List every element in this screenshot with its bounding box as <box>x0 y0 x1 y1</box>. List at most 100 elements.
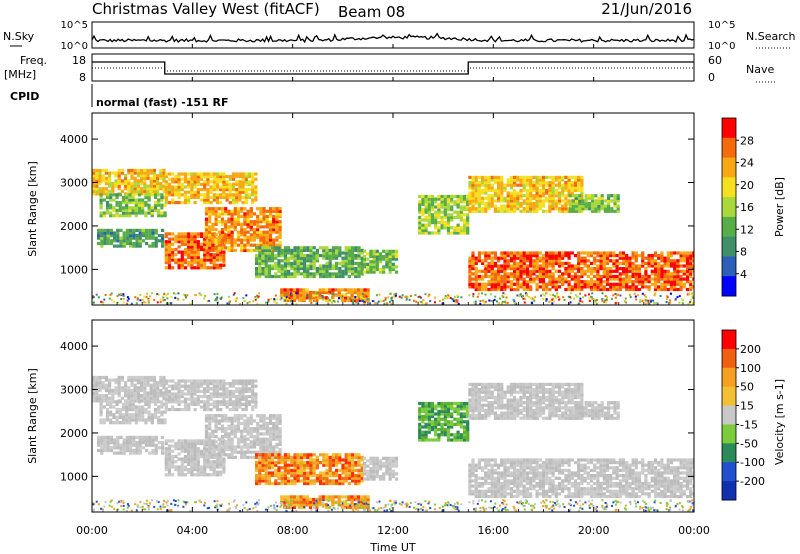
velocity-speckle <box>579 499 582 502</box>
power-speckle <box>182 298 185 301</box>
power-speckle <box>595 299 598 302</box>
power-speckle <box>543 294 546 297</box>
power-speckle <box>345 292 348 295</box>
power-speckle <box>530 297 532 300</box>
power-speckle <box>567 295 570 298</box>
power-speckle <box>483 302 486 305</box>
velocity-speckle <box>424 509 427 512</box>
power-speckle <box>474 302 477 305</box>
power-speckle <box>295 302 298 305</box>
power-speckle <box>456 295 459 298</box>
power-speckle <box>343 300 346 303</box>
velocity-echo-region <box>468 458 694 499</box>
velocity-speckle <box>614 503 617 506</box>
velocity-speckle <box>681 506 684 509</box>
velocity-speckle <box>120 499 123 502</box>
power-speckle <box>589 295 592 298</box>
power-speckle <box>315 302 318 305</box>
power-speckle <box>503 293 506 296</box>
velocity-speckle <box>147 505 150 508</box>
power-speckle <box>493 298 496 301</box>
power-speckle <box>649 299 652 302</box>
velocity-speckle <box>159 508 162 510</box>
velocity-speckle <box>110 499 113 502</box>
velocity-speckle <box>116 508 119 511</box>
velocity-speckle <box>489 500 492 503</box>
power-speckle <box>284 299 286 302</box>
velocity-speckle <box>359 502 362 505</box>
power-colorbar-tick: 16 <box>740 201 754 214</box>
power-speckle <box>118 293 121 296</box>
power-speckle <box>332 300 335 302</box>
velocity-speckle <box>443 504 446 507</box>
velocity-speckle <box>394 503 397 506</box>
power-speckle <box>375 294 378 297</box>
velocity-speckle <box>504 509 507 512</box>
velocity-speckle <box>542 505 544 508</box>
power-colorbar-swatch <box>722 118 736 139</box>
power-colorbar-swatch <box>722 256 736 277</box>
power-speckle <box>614 292 617 295</box>
station-title: Christmas Valley West (fitACF) <box>92 0 320 18</box>
velocity-speckle <box>594 508 597 511</box>
power-speckle <box>556 293 559 296</box>
power-speckle <box>552 294 555 297</box>
power-speckle <box>665 295 668 298</box>
velocity-speckle <box>162 506 165 509</box>
velocity-speckle <box>595 509 598 512</box>
power-speckle <box>551 298 554 301</box>
power-speckle <box>479 302 482 305</box>
velocity-colorbar-tick: -100 <box>740 456 765 469</box>
power-speckle <box>228 295 231 298</box>
power-speckle <box>126 299 129 302</box>
power-speckle <box>108 297 111 300</box>
velocity-speckle <box>447 501 450 504</box>
power-colorbar-tick: 8 <box>740 246 747 259</box>
velocity-speckle <box>482 506 485 509</box>
power-speckle <box>275 302 278 304</box>
velocity-panel: 1000 2000 3000 4000 Slant Range [km] 200 100… <box>26 319 786 513</box>
velocity-speckle <box>483 507 485 510</box>
power-speckle <box>391 296 394 299</box>
velocity-speckle <box>228 502 231 505</box>
power-speckle <box>208 299 211 302</box>
velocity-speckle <box>165 501 168 504</box>
power-speckle <box>393 294 396 297</box>
velocity-speckle <box>456 501 459 504</box>
power-speckle <box>485 300 487 303</box>
velocity-speckle <box>242 504 245 507</box>
velocity-speckle <box>186 501 189 504</box>
power-speckle <box>614 302 617 305</box>
velocity-speckle <box>490 507 493 509</box>
velocity-speckle <box>533 506 536 509</box>
velocity-speckle <box>502 499 505 502</box>
velocity-speckle <box>603 508 606 511</box>
power-speckle <box>333 300 336 303</box>
nsearch-tick-bottom: 10^0 <box>708 41 735 52</box>
power-speckle <box>204 294 206 297</box>
velocity-speckle <box>421 509 424 511</box>
power-speckle <box>604 299 607 302</box>
power-speckle <box>248 301 251 303</box>
power-colorbar-swatch <box>722 197 736 218</box>
power-speckle <box>479 300 482 302</box>
velocity-speckle <box>310 509 313 511</box>
velocity-speckle <box>218 504 221 507</box>
velocity-speckle <box>413 506 415 509</box>
velocity-speckle <box>434 508 436 511</box>
power-speckle <box>363 295 366 298</box>
velocity-speckle <box>678 502 681 505</box>
power-speckle <box>629 296 632 299</box>
power-speckle <box>394 294 397 297</box>
velocity-speckle <box>383 509 386 512</box>
velocity-speckle <box>555 503 558 506</box>
power-speckle <box>147 301 150 304</box>
power-speckle <box>551 302 554 305</box>
nave-tick-top: 60 <box>708 54 722 67</box>
power-speckle <box>355 292 358 295</box>
power-speckle <box>101 301 104 304</box>
velocity-speckle <box>503 500 506 503</box>
power-speckle <box>417 296 420 298</box>
power-speckle <box>579 292 582 295</box>
velocity-speckle <box>135 509 138 512</box>
